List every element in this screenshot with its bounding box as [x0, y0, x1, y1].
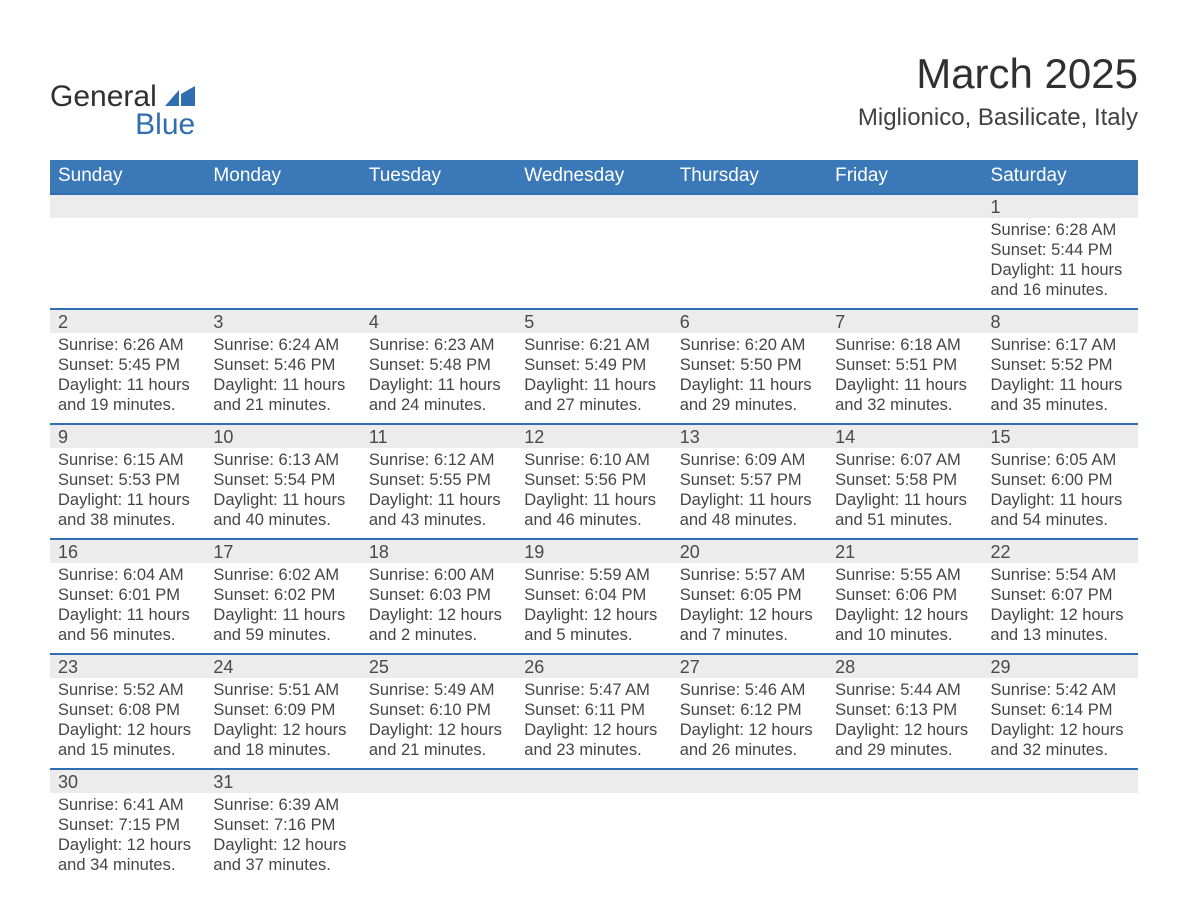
day-detail	[516, 793, 671, 883]
weekday-header: Friday	[827, 160, 982, 194]
day-detail	[361, 793, 516, 883]
weekday-header: Sunday	[50, 160, 205, 194]
day-number: 3	[205, 309, 360, 333]
weekday-header: Wednesday	[516, 160, 671, 194]
day-number: 29	[983, 654, 1138, 678]
day-detail: Sunrise: 6:02 AMSunset: 6:02 PMDaylight:…	[205, 563, 360, 654]
brand-sub: Blue	[135, 108, 195, 141]
day-number: 24	[205, 654, 360, 678]
day-number	[672, 769, 827, 793]
day-number: 15	[983, 424, 1138, 448]
day-detail	[672, 218, 827, 309]
day-number	[361, 194, 516, 218]
day-number	[50, 194, 205, 218]
day-detail: Sunrise: 5:44 AMSunset: 6:13 PMDaylight:…	[827, 678, 982, 769]
day-detail: Sunrise: 6:18 AMSunset: 5:51 PMDaylight:…	[827, 333, 982, 424]
day-detail	[827, 218, 982, 309]
location-subtitle: Miglionico, Basilicate, Italy	[858, 104, 1138, 132]
day-number: 18	[361, 539, 516, 563]
weekday-header: Monday	[205, 160, 360, 194]
day-number: 5	[516, 309, 671, 333]
day-number: 14	[827, 424, 982, 448]
day-number: 28	[827, 654, 982, 678]
day-detail: Sunrise: 5:46 AMSunset: 6:12 PMDaylight:…	[672, 678, 827, 769]
day-detail: Sunrise: 6:24 AMSunset: 5:46 PMDaylight:…	[205, 333, 360, 424]
day-number: 27	[672, 654, 827, 678]
day-number	[827, 769, 982, 793]
day-detail: Sunrise: 6:17 AMSunset: 5:52 PMDaylight:…	[983, 333, 1138, 424]
day-detail	[205, 218, 360, 309]
day-number: 12	[516, 424, 671, 448]
day-detail: Sunrise: 5:54 AMSunset: 6:07 PMDaylight:…	[983, 563, 1138, 654]
day-number: 4	[361, 309, 516, 333]
day-number: 20	[672, 539, 827, 563]
day-number: 11	[361, 424, 516, 448]
day-number: 22	[983, 539, 1138, 563]
day-number: 7	[827, 309, 982, 333]
day-detail: Sunrise: 6:12 AMSunset: 5:55 PMDaylight:…	[361, 448, 516, 539]
day-detail	[361, 218, 516, 309]
weekday-header: Tuesday	[361, 160, 516, 194]
day-number	[205, 194, 360, 218]
day-detail: Sunrise: 5:51 AMSunset: 6:09 PMDaylight:…	[205, 678, 360, 769]
day-detail: Sunrise: 5:55 AMSunset: 6:06 PMDaylight:…	[827, 563, 982, 654]
brand-shape-icon	[165, 86, 195, 106]
day-number: 13	[672, 424, 827, 448]
day-number: 21	[827, 539, 982, 563]
day-number: 1	[983, 194, 1138, 218]
day-number: 8	[983, 309, 1138, 333]
day-detail: Sunrise: 6:21 AMSunset: 5:49 PMDaylight:…	[516, 333, 671, 424]
day-detail: Sunrise: 6:10 AMSunset: 5:56 PMDaylight:…	[516, 448, 671, 539]
day-number	[983, 769, 1138, 793]
day-number: 26	[516, 654, 671, 678]
day-number: 30	[50, 769, 205, 793]
weekday-header-row: Sunday Monday Tuesday Wednesday Thursday…	[50, 160, 1138, 194]
day-number: 25	[361, 654, 516, 678]
day-detail: Sunrise: 6:04 AMSunset: 6:01 PMDaylight:…	[50, 563, 205, 654]
day-number	[672, 194, 827, 218]
day-detail: Sunrise: 6:26 AMSunset: 5:45 PMDaylight:…	[50, 333, 205, 424]
day-detail: Sunrise: 6:15 AMSunset: 5:53 PMDaylight:…	[50, 448, 205, 539]
day-detail	[983, 793, 1138, 883]
day-detail: Sunrise: 5:59 AMSunset: 6:04 PMDaylight:…	[516, 563, 671, 654]
day-detail: Sunrise: 6:20 AMSunset: 5:50 PMDaylight:…	[672, 333, 827, 424]
day-number: 23	[50, 654, 205, 678]
day-detail: Sunrise: 6:39 AMSunset: 7:16 PMDaylight:…	[205, 793, 360, 883]
calendar-table: Sunday Monday Tuesday Wednesday Thursday…	[50, 160, 1138, 883]
day-detail: Sunrise: 5:49 AMSunset: 6:10 PMDaylight:…	[361, 678, 516, 769]
day-detail: Sunrise: 6:13 AMSunset: 5:54 PMDaylight:…	[205, 448, 360, 539]
day-number: 9	[50, 424, 205, 448]
day-detail	[827, 793, 982, 883]
day-detail: Sunrise: 6:23 AMSunset: 5:48 PMDaylight:…	[361, 333, 516, 424]
day-number	[827, 194, 982, 218]
day-detail	[516, 218, 671, 309]
weekday-header: Thursday	[672, 160, 827, 194]
page-title: March 2025	[858, 50, 1138, 98]
day-detail	[50, 218, 205, 309]
brand-logo: General Blue	[50, 50, 195, 142]
day-number: 31	[205, 769, 360, 793]
day-number: 2	[50, 309, 205, 333]
day-number: 10	[205, 424, 360, 448]
day-number	[361, 769, 516, 793]
day-detail	[672, 793, 827, 883]
day-detail: Sunrise: 5:47 AMSunset: 6:11 PMDaylight:…	[516, 678, 671, 769]
day-detail: Sunrise: 6:00 AMSunset: 6:03 PMDaylight:…	[361, 563, 516, 654]
day-detail: Sunrise: 6:09 AMSunset: 5:57 PMDaylight:…	[672, 448, 827, 539]
day-detail: Sunrise: 6:05 AMSunset: 6:00 PMDaylight:…	[983, 448, 1138, 539]
day-number: 17	[205, 539, 360, 563]
day-detail: Sunrise: 6:07 AMSunset: 5:58 PMDaylight:…	[827, 448, 982, 539]
day-number	[516, 769, 671, 793]
day-number: 19	[516, 539, 671, 563]
day-detail: Sunrise: 6:28 AMSunset: 5:44 PMDaylight:…	[983, 218, 1138, 309]
day-detail: Sunrise: 5:42 AMSunset: 6:14 PMDaylight:…	[983, 678, 1138, 769]
day-number: 6	[672, 309, 827, 333]
day-detail: Sunrise: 6:41 AMSunset: 7:15 PMDaylight:…	[50, 793, 205, 883]
day-number	[516, 194, 671, 218]
day-detail: Sunrise: 5:57 AMSunset: 6:05 PMDaylight:…	[672, 563, 827, 654]
day-detail: Sunrise: 5:52 AMSunset: 6:08 PMDaylight:…	[50, 678, 205, 769]
day-number: 16	[50, 539, 205, 563]
weekday-header: Saturday	[983, 160, 1138, 194]
